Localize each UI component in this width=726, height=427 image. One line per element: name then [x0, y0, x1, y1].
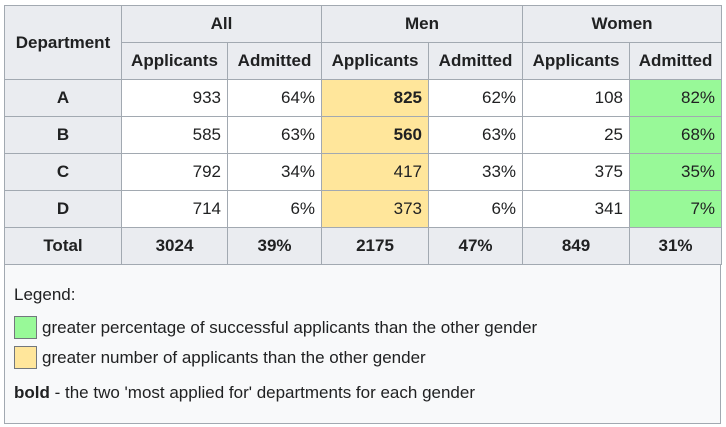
subheader-men-applicants: Applicants: [321, 42, 430, 80]
men-applicants-cell: 825: [321, 79, 430, 117]
men-applicants-cell: 560: [321, 116, 430, 154]
legend-item-green: greater percentage of successful applica…: [14, 316, 537, 339]
legend-item-yellow: greater number of applicants than the ot…: [14, 346, 426, 369]
group-header-women: Women: [522, 5, 723, 43]
men-admitted-cell: 62%: [428, 79, 524, 117]
women-applicants-cell: 375: [522, 153, 631, 191]
all-applicants-cell: 585: [121, 116, 228, 154]
legend-bold-note: bold - the two 'most applied for' depart…: [14, 383, 475, 403]
header-row-sub: Applicants Admitted Applicants Admitted …: [5, 42, 723, 80]
women-admitted-cell: 35%: [629, 153, 723, 191]
group-header-men: Men: [321, 5, 524, 43]
total-men-applicants: 2175: [321, 227, 430, 265]
green-swatch-icon: [14, 316, 37, 339]
group-header-all: All: [120, 5, 323, 43]
legend-title: Legend:: [14, 285, 76, 304]
subheader-women-admitted: Admitted: [629, 42, 723, 80]
total-all-admitted: 39%: [226, 227, 323, 265]
admissions-table: Department All Men Women Applicants Admi…: [4, 5, 723, 265]
dept-label: A: [4, 79, 122, 117]
total-row: Total 3024 39% 2175 47% 849 31%: [4, 227, 723, 265]
legend-bold-word: bold: [14, 383, 50, 402]
dept-label: B: [4, 116, 122, 154]
admissions-table-container: Department All Men Women Applicants Admi…: [4, 5, 723, 424]
legend-bold-description: - the two 'most applied for' departments…: [49, 383, 475, 402]
all-applicants-cell: 714: [121, 190, 228, 228]
women-applicants-cell: 341: [522, 190, 631, 228]
women-applicants-cell: 25: [522, 116, 631, 154]
table-row: A 933 64% 825 62% 108 82%: [4, 79, 723, 117]
dept-label: C: [4, 153, 122, 191]
subheader-all-applicants: Applicants: [121, 42, 228, 80]
women-admitted-cell: 68%: [629, 116, 723, 154]
table-row: D 714 6% 373 6% 341 7%: [4, 190, 723, 228]
men-admitted-cell: 6%: [428, 190, 524, 228]
women-admitted-cell: 7%: [629, 190, 723, 228]
all-admitted-cell: 63%: [226, 116, 323, 154]
dept-label: D: [4, 190, 122, 228]
total-label: Total: [4, 227, 122, 265]
all-admitted-cell: 6%: [226, 190, 323, 228]
total-women-admitted: 31%: [629, 227, 723, 265]
table-row: C 792 34% 417 33% 375 35%: [4, 153, 723, 191]
women-applicants-cell: 108: [522, 79, 631, 117]
men-admitted-cell: 63%: [428, 116, 524, 154]
department-header: Department: [4, 5, 122, 80]
legend-green-text: greater percentage of successful applica…: [42, 317, 538, 337]
table-row: B 585 63% 560 63% 25 68%: [4, 116, 723, 154]
legend-yellow-text: greater number of applicants than the ot…: [42, 347, 426, 367]
women-admitted-cell: 82%: [629, 79, 723, 117]
men-admitted-cell: 33%: [428, 153, 524, 191]
legend-box: Legend: greater percentage of successful…: [4, 265, 721, 424]
yellow-swatch-icon: [14, 346, 37, 369]
all-admitted-cell: 34%: [226, 153, 323, 191]
subheader-women-applicants: Applicants: [522, 42, 631, 80]
all-admitted-cell: 64%: [226, 79, 323, 117]
total-women-applicants: 849: [522, 227, 631, 265]
total-men-admitted: 47%: [428, 227, 524, 265]
men-applicants-cell: 373: [321, 190, 430, 228]
subheader-all-admitted: Admitted: [226, 42, 323, 80]
total-all-applicants: 3024: [121, 227, 228, 265]
header-row-groups: Department All Men Women: [4, 5, 723, 80]
subheader-men-admitted: Admitted: [428, 42, 524, 80]
all-applicants-cell: 933: [121, 79, 228, 117]
all-applicants-cell: 792: [121, 153, 228, 191]
men-applicants-cell: 417: [321, 153, 430, 191]
